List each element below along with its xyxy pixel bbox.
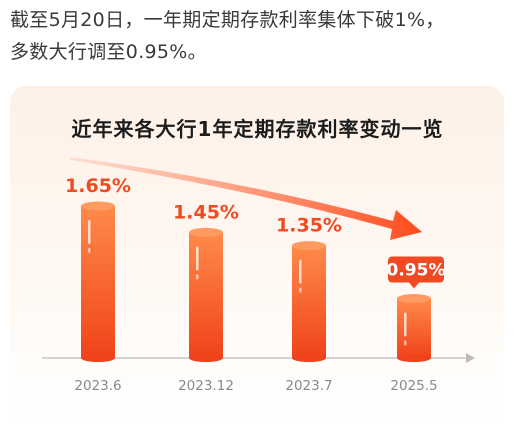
tick-label: 2023.6 bbox=[74, 378, 121, 394]
bar-2023.12 bbox=[189, 232, 223, 358]
bar-highlight bbox=[299, 259, 302, 284]
bar-highlight-dot bbox=[404, 340, 407, 346]
intro-text: 截至5月20日，一年期定期存款利率集体下破1%， 多数大行调至0.95%。 bbox=[10, 4, 510, 68]
bar-base bbox=[292, 354, 326, 362]
bar-2023.7 bbox=[292, 245, 326, 358]
x-axis-arrow bbox=[466, 353, 475, 363]
bar-2025.5 bbox=[397, 298, 431, 358]
bar-highlight-dot bbox=[196, 274, 199, 280]
bar-cap bbox=[292, 241, 326, 251]
tick-label: 2023.12 bbox=[178, 378, 234, 394]
bar-cap bbox=[81, 201, 115, 211]
value-label: 1.65% bbox=[65, 175, 131, 197]
bar-cap bbox=[189, 227, 223, 237]
intro-line-1: 截至5月20日，一年期定期存款利率集体下破1%， bbox=[10, 9, 445, 31]
bar-base bbox=[81, 354, 115, 362]
highlight-badge bbox=[388, 256, 444, 283]
tick-label: 2023.7 bbox=[285, 378, 332, 394]
rate-bar-chart: 1.65% 2023.6 1.45% 2023.12 1.35% 2023.7 0.95% 2… bbox=[42, 157, 475, 394]
value-label: 0.95% bbox=[387, 261, 446, 281]
bar-base bbox=[397, 354, 431, 362]
bar-highlight bbox=[196, 246, 199, 271]
bar-2023.6 bbox=[81, 206, 115, 358]
highlight-badge-pointer bbox=[409, 282, 419, 289]
value-label: 1.45% bbox=[173, 201, 239, 223]
bar-base bbox=[189, 354, 223, 362]
value-label: 1.35% bbox=[276, 215, 342, 237]
trend-arrow bbox=[70, 157, 422, 240]
chart-title: 近年来各大行1年定期存款利率变动一览 bbox=[71, 117, 444, 141]
bar-highlight bbox=[88, 220, 91, 244]
bar-highlight-dot bbox=[299, 287, 302, 293]
intro-line-2: 多数大行调至0.95%。 bbox=[10, 41, 207, 63]
bar-highlight-dot bbox=[88, 248, 91, 253]
bar-cap bbox=[397, 294, 431, 304]
bar-highlight bbox=[404, 312, 407, 337]
tick-label: 2025.5 bbox=[390, 378, 437, 394]
